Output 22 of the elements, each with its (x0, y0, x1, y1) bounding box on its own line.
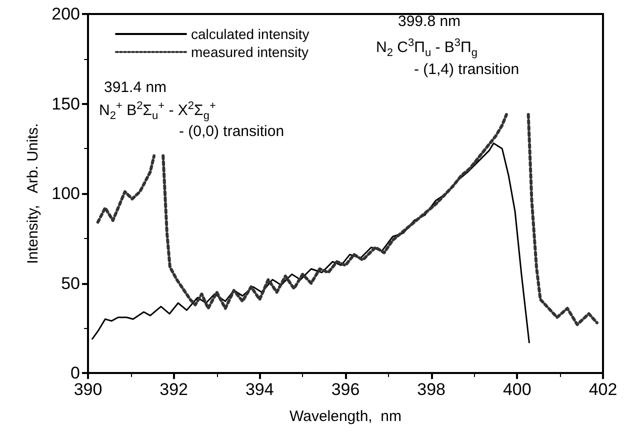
annotation: 391.4 nm (104, 79, 167, 96)
x-tick-label: 402 (588, 380, 618, 399)
x-axis-title: Wavelength, nm (290, 408, 402, 425)
y-tick-label: 50 (61, 274, 80, 293)
annotation: - (0,0) transition (179, 123, 284, 140)
x-tick-label: 396 (331, 380, 360, 399)
y-tick-label: 150 (52, 94, 80, 114)
x-tick-label: 390 (74, 380, 102, 399)
text: N$_{2}$ C$^{3}$Π$_{u}$ - B$^{3}$Π$_{g}$ (376, 37, 478, 59)
y-tick-label: 0 (70, 364, 80, 382)
legend-label: measured intensity (191, 44, 309, 60)
x-tick-label: 394 (245, 380, 274, 399)
x-tick-label: 398 (417, 380, 446, 399)
y-axis-title: Intensity, Arb. Units. (24, 123, 42, 264)
y-tick-label: 200 (52, 4, 80, 24)
legend-label: calculated intensity (191, 26, 310, 42)
x-tick-label: 400 (502, 380, 532, 399)
line-series (92, 142, 530, 344)
annotation: - (1,4) transition (414, 61, 520, 78)
annotation: 399.8 nm (398, 13, 461, 30)
x-tick-label: 392 (160, 380, 188, 399)
y-tick-label: 100 (52, 184, 80, 203)
